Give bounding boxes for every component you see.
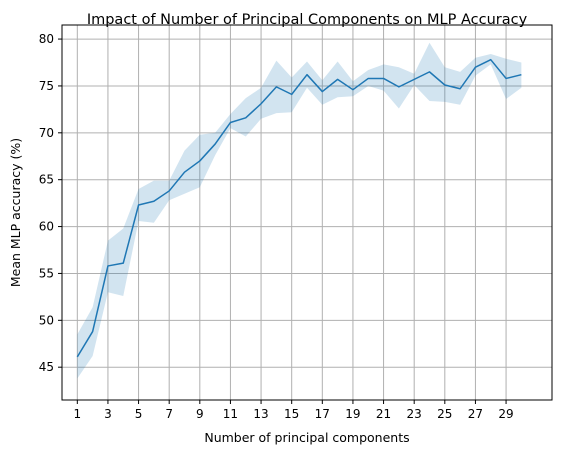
confidence-band [77,42,522,379]
y-axis-ticks: 45 50 55 60 65 70 75 80 [39,32,62,374]
grid [62,25,552,400]
x-tick-label: 17 [315,407,330,421]
x-tick-label: 7 [165,407,173,421]
y-tick-label: 75 [39,79,54,93]
x-axis-label: Number of principal components [204,430,409,445]
x-axis-ticks: 1 3 5 7 9 11 13 15 17 19 21 23 25 27 29 [73,400,514,421]
x-tick-label: 27 [468,407,483,421]
x-tick-label: 13 [253,407,268,421]
x-tick-label: 3 [104,407,112,421]
accuracy-line [76,58,522,358]
x-tick-label: 29 [498,407,513,421]
x-tick-label: 15 [284,407,299,421]
y-tick-label: 70 [39,126,54,140]
y-axis-label: Mean MLP accuracy (%) [8,138,23,287]
chart-title: Impact of Number of Principal Components… [87,12,528,28]
x-tick-label: 25 [437,407,452,421]
y-tick-label: 50 [39,313,54,327]
y-tick-label: 80 [39,32,54,46]
x-tick-label: 1 [73,407,81,421]
x-tick-label: 5 [135,407,143,421]
x-tick-label: 21 [376,407,391,421]
y-tick-label: 45 [39,360,54,374]
y-tick-label: 60 [39,220,54,234]
y-tick-label: 55 [39,266,54,280]
x-tick-label: 11 [223,407,238,421]
x-tick-label: 19 [345,407,360,421]
y-tick-label: 65 [39,173,54,187]
plot-frame [61,24,553,401]
x-tick-label: 9 [196,407,204,421]
x-tick-label: 23 [407,407,422,421]
